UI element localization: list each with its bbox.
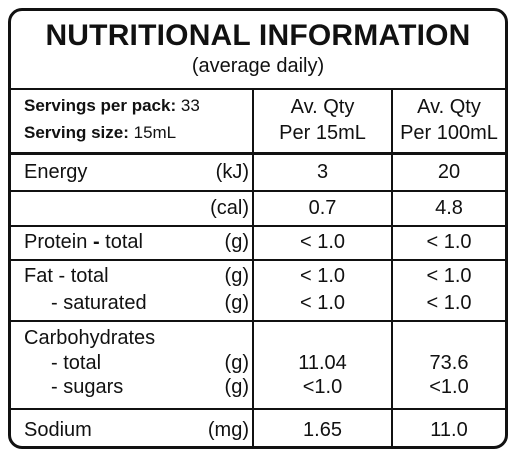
carbs-sugars-per-serving: <1.0 [302,376,343,398]
fat-sub: total [70,265,109,287]
sodium-per-100ml: 11.0 [430,419,468,441]
carbs-total-per-serving: 11.04 [298,352,347,374]
fat-saturated-per-serving: < 1.0 [299,292,346,314]
carbs-total-label: - total [51,352,102,374]
carbs-total-per-100ml: 73.6 [429,352,469,374]
divider-col-1 [252,88,254,446]
divider-header-bottom [11,152,505,155]
energy-kj-per-serving: 3 [316,161,329,183]
servings-per-pack-label: Servings per pack: [24,96,177,115]
fat-label: Fat - total [24,264,109,288]
carbohydrates-label: Carbohydrates [24,327,156,349]
fat-per-serving: < 1.0 [299,265,346,287]
column-header-15ml-line1: Av. Qty [290,96,355,118]
divider-col-2 [391,88,393,446]
serving-size-label: Serving size: [24,123,129,142]
sodium-unit: (mg) [207,419,249,441]
divider-after-protein [11,259,505,261]
protein-separator: - [92,231,100,253]
fat-per-100ml: < 1.0 [426,265,472,287]
fat-saturated-per-100ml: < 1.0 [426,292,472,314]
fat-saturated-unit: (g) [224,292,249,314]
protein-unit: (g) [224,231,249,253]
energy-label: Energy [24,161,88,183]
protein-sub: total [105,231,143,253]
fat-saturated-label: - saturated [51,292,147,314]
fat-name: Fat [24,265,53,287]
carbs-sugars-unit: (g) [224,376,249,398]
serving-size: Serving size: 15mL [24,121,176,145]
fat-unit: (g) [224,265,249,287]
divider-after-energy [11,225,505,227]
energy-kj-per-100ml: 20 [437,161,461,183]
column-header-15ml-line2: Per 15mL [279,122,366,144]
serving-size-value: 15mL [133,123,177,142]
divider-energy-mid [11,190,505,192]
divider-after-carbs [11,408,505,410]
column-header-100ml-line2: Per 100mL [400,122,498,144]
carbs-sugars-label: - sugars [51,376,124,398]
energy-cal-unit: (cal) [210,197,249,219]
energy-kj-unit: (kJ) [215,161,249,183]
divider-after-fat [11,320,505,322]
carbs-sugars-per-100ml: <1.0 [429,376,469,398]
sodium-label: Sodium [24,419,92,441]
protein-name: Protein [24,231,88,253]
column-header-100ml-line1: Av. Qty [417,96,481,118]
fat-separator: - [58,265,66,287]
protein-label: Protein - total [24,230,143,254]
energy-cal-per-serving: 0.7 [308,197,337,219]
servings-per-pack-value: 33 [180,96,200,115]
servings-per-pack: Servings per pack: 33 [24,94,200,118]
energy-cal-per-100ml: 4.8 [435,197,463,219]
panel-subtitle: (average daily) [191,55,325,77]
divider-header-top [11,88,505,90]
sodium-per-serving: 1.65 [303,419,342,441]
nutrition-panel: NUTRITIONAL INFORMATION (average daily) … [8,8,508,449]
protein-per-serving: < 1.0 [299,231,346,253]
protein-per-100ml: < 1.0 [426,231,472,253]
panel-title: NUTRITIONAL INFORMATION [45,19,471,52]
carbs-total-unit: (g) [224,352,249,374]
